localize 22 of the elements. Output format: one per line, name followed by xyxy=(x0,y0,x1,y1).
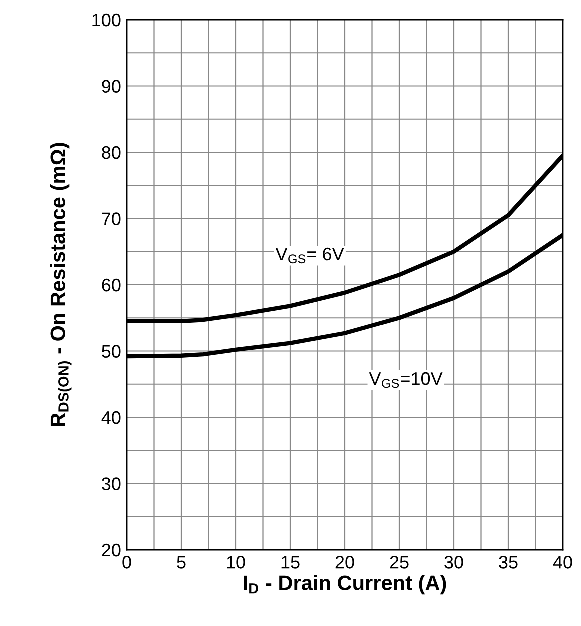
x-tick-label: 30 xyxy=(444,556,464,569)
y-tick-label: 100 xyxy=(92,14,121,27)
x-tick-label: 20 xyxy=(336,556,354,569)
y-tick-label: 20 xyxy=(102,544,121,557)
y-axis-title: R$_{DS(ON)}$ - On Resistance (mΩ) xyxy=(50,143,72,427)
x-tick-label: 40 xyxy=(553,556,572,569)
y-tick-label: 90 xyxy=(102,80,121,93)
y-tick-label: 70 xyxy=(102,212,121,226)
x-tick-label: 25 xyxy=(390,556,409,569)
x-tick-label: 5 xyxy=(177,556,186,569)
y-tick-label: 40 xyxy=(102,411,121,424)
x-axis-title: I$_{D}$ - Drain Current (A) xyxy=(244,575,446,595)
y-tick-label: 50 xyxy=(102,345,121,358)
annotation: V$_{GS}$= 6V xyxy=(276,248,344,264)
y-tick-label: 80 xyxy=(102,146,121,160)
x-tick-label: 15 xyxy=(282,556,300,569)
x-tick-label: 0 xyxy=(122,556,132,569)
y-tick-label: 60 xyxy=(102,278,121,292)
y-tick-label: 30 xyxy=(102,478,121,490)
x-tick-label: 35 xyxy=(499,556,518,569)
annotation: V$_{GS}$=10V xyxy=(369,372,443,388)
x-tick-label: 10 xyxy=(227,556,246,569)
